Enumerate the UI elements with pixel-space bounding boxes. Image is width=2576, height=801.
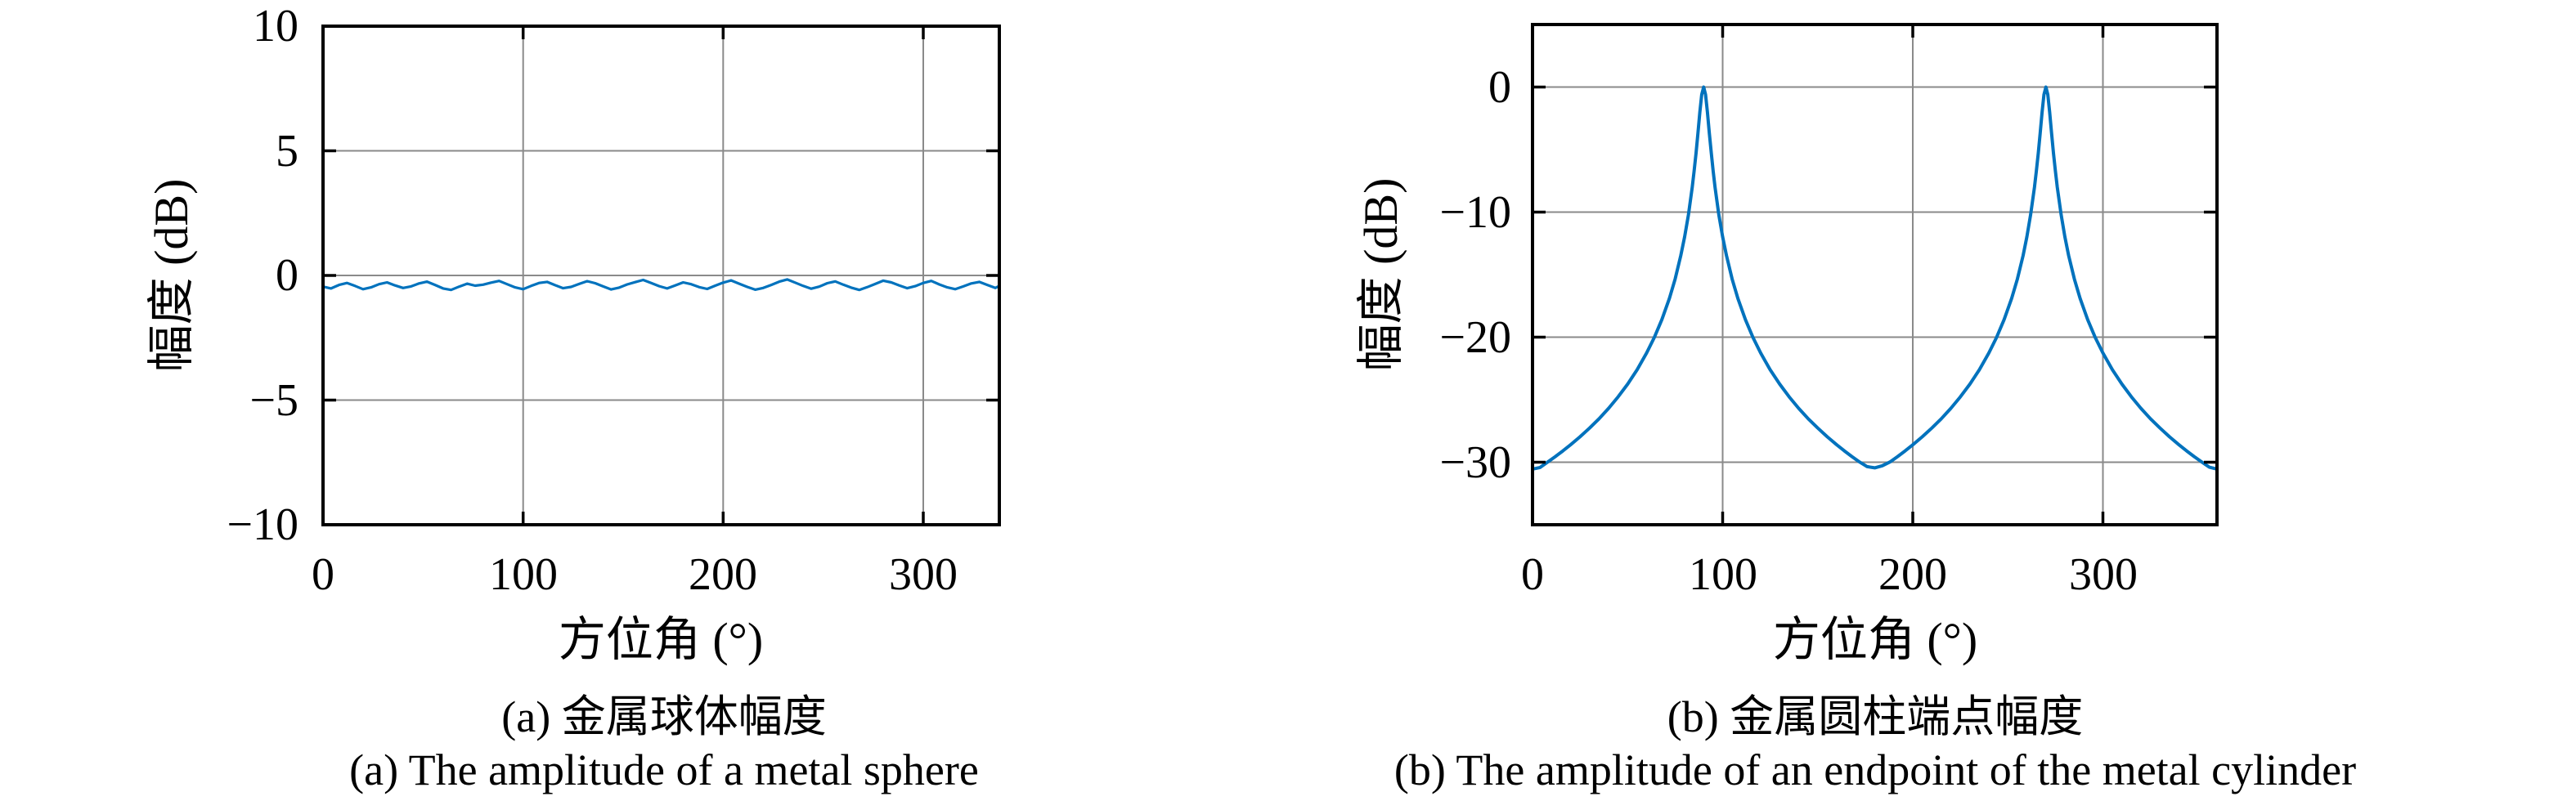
x-axis-label: 方位角 (°) bbox=[1772, 613, 1978, 666]
tick-marks bbox=[321, 25, 999, 526]
chart-a-plot bbox=[321, 25, 1001, 526]
caption-en: (b) The amplitude of an endpoint of the … bbox=[1393, 745, 2357, 794]
caption-en: (a) The amplitude of a metal sphere bbox=[349, 745, 979, 794]
x-tick-label: 200 bbox=[689, 549, 757, 600]
y-tick-label: −10 bbox=[1439, 187, 1511, 238]
chart-b-plot bbox=[1531, 23, 2219, 526]
x-tick-label: 100 bbox=[489, 549, 558, 600]
x-tick-label: 300 bbox=[2069, 549, 2138, 600]
y-tick-label: −20 bbox=[1439, 312, 1511, 363]
y-tick-label: 10 bbox=[253, 1, 298, 51]
y-axis-label: 幅度 (dB) bbox=[1354, 177, 1407, 372]
y-tick-label: 0 bbox=[1488, 62, 1511, 113]
tick-marks bbox=[1531, 25, 2217, 525]
x-tick-label: 200 bbox=[1878, 549, 1947, 600]
x-tick-label: 300 bbox=[889, 549, 958, 600]
x-axis-label: 方位角 (°) bbox=[558, 613, 764, 666]
series-line bbox=[321, 278, 1001, 292]
x-tick-label: 100 bbox=[1689, 549, 1757, 600]
y-tick-label: −30 bbox=[1439, 437, 1511, 488]
y-tick-label: 5 bbox=[276, 126, 298, 177]
y-tick-label: −10 bbox=[227, 499, 298, 550]
x-tick-label: 0 bbox=[312, 549, 334, 600]
axis-box bbox=[1531, 23, 2219, 526]
caption-zh: (a) 金属球体幅度 bbox=[501, 692, 827, 741]
series-line bbox=[1531, 85, 2219, 471]
y-tick-label: 0 bbox=[276, 250, 298, 301]
x-tick-label: 0 bbox=[1521, 549, 1544, 600]
y-tick-label: −5 bbox=[249, 375, 298, 426]
caption-zh: (b) 金属圆柱端点幅度 bbox=[1667, 692, 2084, 741]
grid-lines bbox=[1532, 25, 2217, 525]
